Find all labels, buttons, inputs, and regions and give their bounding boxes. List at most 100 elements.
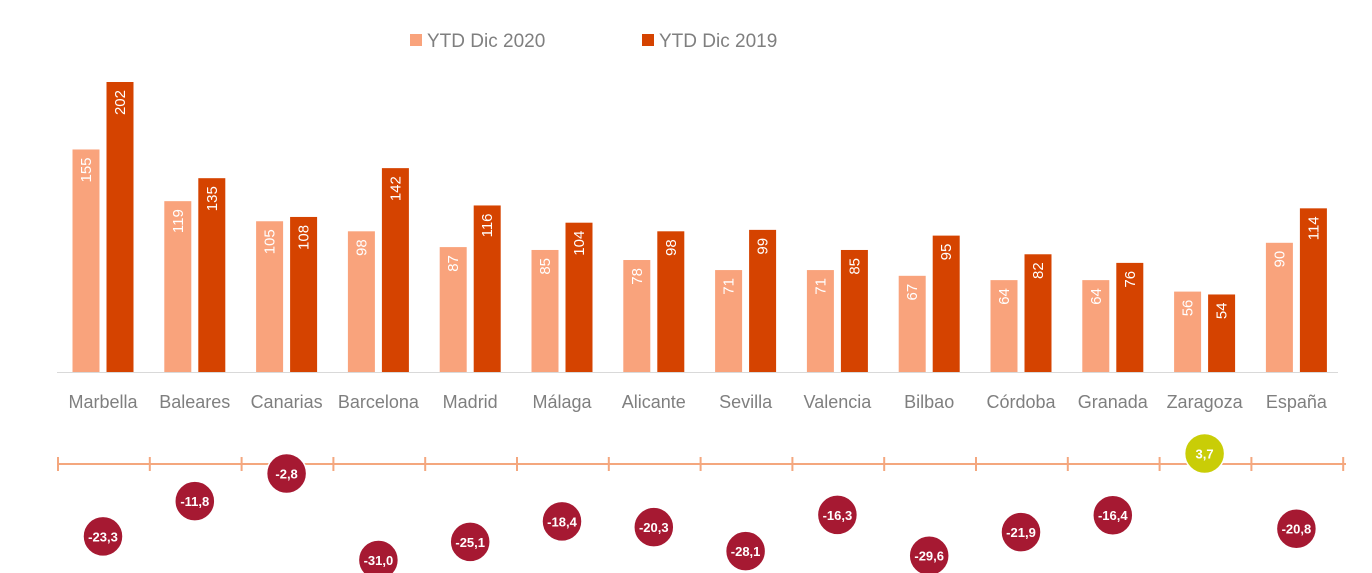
category-label: Barcelona <box>338 392 420 412</box>
bar-2020 <box>1082 280 1110 372</box>
variation-label: -28,1 <box>731 544 761 559</box>
variation-bubble <box>724 530 767 572</box>
bar-value-label-2019: 202 <box>112 90 129 115</box>
bar-value-label-2019: 104 <box>571 231 588 256</box>
variation-label: -2,8 <box>275 466 297 481</box>
bar-2020 <box>1265 242 1293 372</box>
bar-value-label-2020: 67 <box>904 284 921 301</box>
variation-bubble <box>1000 511 1042 553</box>
category-label: Córdoba <box>986 392 1056 412</box>
category-label: Canarias <box>251 392 323 412</box>
variation-label: -23,3 <box>88 529 118 544</box>
variation-bubble <box>816 494 859 536</box>
variation-label: -11,8 <box>180 494 209 509</box>
category-labels: Marbella Baleares Canarias Barcelona Madrid M… <box>68 392 1327 412</box>
bar-value-label-2020: 155 <box>78 157 95 182</box>
bar-value-label-2020: 119 <box>170 209 187 233</box>
category-label: Sevilla <box>719 392 773 412</box>
bar-value-label-2020: 90 <box>1271 251 1288 268</box>
bar-value-label-2019: 54 <box>1214 302 1231 319</box>
legend-label-2020: YTD Dic 2020 <box>427 31 545 52</box>
bar-2020 <box>990 280 1018 372</box>
variation-bubble <box>82 515 124 558</box>
variation-bubble <box>1275 507 1318 550</box>
bars <box>72 82 1327 372</box>
bar-2020 <box>623 260 651 372</box>
bar-value-label-2019: 98 <box>663 239 680 256</box>
variation-label: -31,0 <box>364 553 394 568</box>
legend-label-2019: YTD Dic 2019 <box>659 31 777 52</box>
bar-value-label-2019: 116 <box>479 213 496 237</box>
bar-2019 <box>1116 262 1144 372</box>
bar-value-label-2020: 105 <box>262 229 279 254</box>
variation-label: -20,3 <box>639 520 669 535</box>
category-label: España <box>1266 392 1328 412</box>
variation-label: -29,6 <box>914 549 944 564</box>
bar-2020 <box>531 249 559 372</box>
variation-timeline <box>57 457 1346 471</box>
legend: YTD Dic 2020 YTD Dic 2019 <box>410 31 777 52</box>
bar-value-label-2019: 135 <box>204 186 221 211</box>
bar-2019 <box>1024 254 1052 372</box>
bar-2020 <box>72 149 100 372</box>
bar-2019 <box>198 178 226 372</box>
bar-value-label-2020: 71 <box>812 278 829 295</box>
category-label: Málaga <box>532 392 592 412</box>
bar-value-label-2020: 87 <box>445 255 462 272</box>
bar-2019 <box>106 82 134 372</box>
category-label: Zaragoza <box>1167 392 1244 412</box>
variation-label: -20,8 <box>1282 522 1312 537</box>
legend-swatch-2019 <box>642 34 654 46</box>
bar-2019 <box>932 235 960 372</box>
variation-bubble <box>174 480 216 522</box>
variation-bubble <box>265 452 308 495</box>
bar-value-label-2020: 64 <box>1088 288 1105 305</box>
bar-2020 <box>347 231 375 372</box>
variation-label: -16,4 <box>1098 508 1128 523</box>
bar-value-label-2020: 71 <box>721 278 738 295</box>
bar-2020 <box>439 247 467 372</box>
bar-value-label-2019: 95 <box>938 244 955 261</box>
category-label: Madrid <box>443 392 498 412</box>
variation-label: -21,9 <box>1006 525 1036 540</box>
bar-value-label-2019: 114 <box>1305 216 1322 240</box>
variation-bubble <box>541 500 583 543</box>
variation-label: 3,7 <box>1196 447 1214 462</box>
category-label: Baleares <box>159 392 230 412</box>
bar-value-label-2020: 78 <box>629 268 646 285</box>
bar-value-label-2020: 85 <box>537 258 554 275</box>
variation-bubble <box>449 521 491 563</box>
category-label: Alicante <box>622 392 686 412</box>
bar-2019 <box>657 231 685 372</box>
bar-2020 <box>715 270 743 372</box>
bar-2020 <box>806 270 834 372</box>
variation-bubble <box>633 506 675 548</box>
bar-value-label-2019: 142 <box>387 176 404 201</box>
variation-bubble <box>1092 494 1134 536</box>
bar-2019 <box>473 205 501 372</box>
bar-2020 <box>1174 291 1202 372</box>
category-label: Granada <box>1078 392 1149 412</box>
variation-bubble <box>1183 432 1226 475</box>
bar-2019 <box>1299 208 1327 372</box>
bar-labels: 155 202 119 135 105 108 98 142 87 116 85 104 78 98 71 9… <box>78 90 1322 319</box>
bar-value-label-2020: 64 <box>996 288 1013 305</box>
category-label: Valencia <box>804 392 873 412</box>
category-label: Bilbao <box>904 392 954 412</box>
legend-swatch-2020 <box>410 34 422 46</box>
bar-value-label-2019: 82 <box>1030 262 1047 279</box>
category-label: Marbella <box>68 392 138 412</box>
bar-value-label-2019: 108 <box>296 225 313 250</box>
variation-bubble <box>908 534 950 573</box>
variation-label: -16,3 <box>823 508 853 523</box>
bar-value-label-2020: 56 <box>1180 300 1197 317</box>
bar-2020 <box>898 275 926 372</box>
bar-value-label-2019: 85 <box>846 258 863 275</box>
bar-2020 <box>256 221 284 372</box>
bar-value-label-2019: 76 <box>1122 271 1139 288</box>
variation-bubble <box>357 539 400 573</box>
bar-2019 <box>565 222 593 372</box>
variation-bubbles: -23,3 -11,8 -2,8 -31,0 -25,1 -18,4 -20,3 -28,1 -… <box>82 432 1318 573</box>
bar-value-label-2020: 98 <box>353 239 370 256</box>
